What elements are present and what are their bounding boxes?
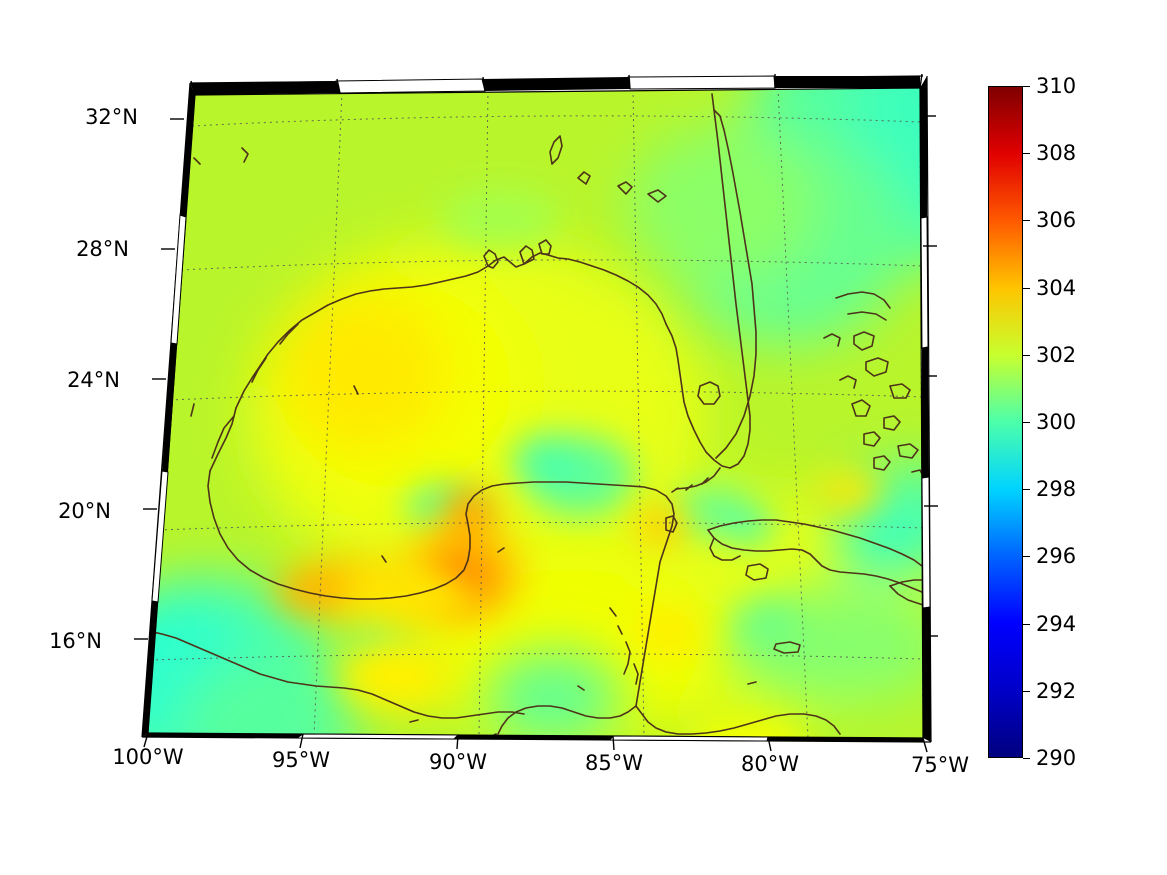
map-projection-svg[interactable] — [134, 73, 938, 753]
coastline-layer — [148, 93, 923, 738]
map-fancy-border — [134, 73, 938, 753]
colorbar-label-296: 296 — [1036, 544, 1077, 568]
lat-tick-label-24N: 24°N — [67, 368, 120, 392]
lat-tick-label-16N: 16°N — [49, 629, 102, 653]
colorbar-tick-290 — [1023, 758, 1030, 759]
border-tick-marks — [134, 73, 938, 753]
colorbar-label-294: 294 — [1036, 612, 1077, 636]
colorbar-tick-302 — [1023, 355, 1030, 356]
border-bottom-segments — [142, 733, 923, 742]
lon-tick-label-90W: 90°W — [429, 750, 487, 774]
sst-raster-field — [148, 88, 923, 738]
colorbar-tick-294 — [1023, 624, 1030, 625]
lat-tick-label-20N: 20°N — [58, 499, 111, 523]
colorbar-tick-308 — [1023, 153, 1030, 154]
colorbar-label-306: 306 — [1036, 208, 1077, 232]
colorbar-label-292: 292 — [1036, 679, 1077, 703]
border-right-segments — [920, 76, 931, 742]
colorbar-tick-296 — [1023, 556, 1030, 557]
colorbar-gradient — [988, 86, 1023, 758]
colorbar-label-310: 310 — [1036, 74, 1077, 98]
colorbar-tick-310 — [1023, 86, 1030, 87]
colorbar-tick-292 — [1023, 691, 1030, 692]
lon-tick-label-85W: 85°W — [585, 751, 643, 775]
lon-tick-label-95W: 95°W — [272, 748, 330, 772]
colorbar-label-300: 300 — [1036, 410, 1077, 434]
lat-tick-label-32N: 32°N — [85, 105, 138, 129]
colorbar[interactable]: 310 308 306 304 302 300 298 296 294 292 … — [988, 74, 1076, 770]
lon-tick-label-75W: 75°W — [911, 753, 969, 777]
lon-tick-label-100W: 100°W — [112, 745, 184, 769]
colorbar-label-302: 302 — [1036, 343, 1077, 367]
colorbar-label-304: 304 — [1036, 276, 1077, 300]
map-axes[interactable] — [134, 73, 938, 753]
border-top-segments — [190, 75, 920, 95]
colorbar-label-290: 290 — [1036, 746, 1077, 770]
colorbar-tick-300 — [1023, 422, 1030, 423]
lon-tick-label-80W: 80°W — [741, 752, 799, 776]
border-left-segments — [142, 83, 195, 737]
colorbar-label-308: 308 — [1036, 141, 1077, 165]
colorbar-label-298: 298 — [1036, 477, 1077, 501]
colorbar-tick-306 — [1023, 220, 1030, 221]
colorbar-tick-304 — [1023, 288, 1030, 289]
lat-tick-label-28N: 28°N — [76, 237, 129, 261]
colorbar-tick-298 — [1023, 489, 1030, 490]
